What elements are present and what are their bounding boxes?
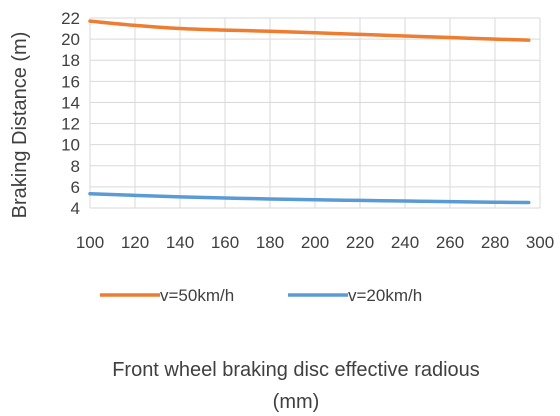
legend-label-1: v=20km/h: [348, 286, 422, 305]
y-tick-label: 6: [71, 178, 80, 197]
x-axis-title-line-1: Front wheel braking disc effective radio…: [112, 359, 480, 381]
series-line-0: [88, 19, 531, 42]
x-tick-label: 260: [436, 233, 464, 252]
y-tick-label: 10: [61, 136, 80, 155]
y-tick-label: 22: [61, 9, 80, 28]
y-tick-labels: 4 6 8 10 12 14 16 18 20 22: [61, 9, 80, 218]
x-tick-label: 100: [76, 233, 104, 252]
y-tick-label: 18: [61, 51, 80, 70]
y-tick-label: 20: [61, 30, 80, 49]
x-tick-label: 120: [121, 233, 149, 252]
gridlines: [89, 17, 541, 209]
y-tick-label: 4: [71, 199, 80, 218]
y-tick-label: 14: [61, 93, 80, 112]
x-tick-label: 140: [166, 233, 194, 252]
x-tick-label: 280: [481, 233, 509, 252]
series-line-1: [88, 192, 531, 205]
legend: v=50km/h v=20km/h: [100, 286, 422, 305]
legend-label-0: v=50km/h: [160, 286, 234, 305]
x-tick-label: 160: [211, 233, 239, 252]
x-tick-label: 200: [301, 233, 329, 252]
x-tick-label: 300: [526, 233, 554, 252]
y-tick-label: 8: [71, 157, 80, 176]
x-tick-label: 180: [256, 233, 284, 252]
y-tick-label: 16: [61, 72, 80, 91]
y-tick-label: 12: [61, 115, 80, 134]
x-axis-title-line-2: (mm): [273, 391, 320, 413]
series-lines: [88, 19, 531, 205]
y-axis-title: Braking Distance (m): [9, 32, 31, 219]
x-tick-label: 240: [391, 233, 419, 252]
x-tick-labels: 100 120 140 160 180 200 220 240 260 280 300: [76, 233, 554, 252]
x-tick-label: 220: [346, 233, 374, 252]
